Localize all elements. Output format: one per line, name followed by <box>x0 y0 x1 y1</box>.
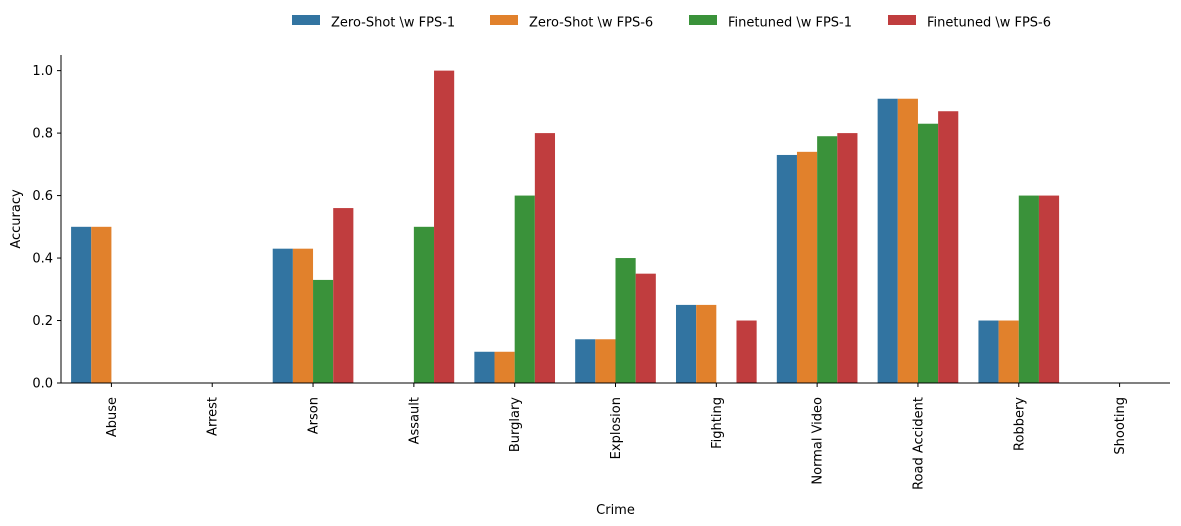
bar <box>91 226 112 383</box>
bars <box>71 70 1060 383</box>
x-tick-label: Shooting <box>1113 397 1128 455</box>
bar <box>696 304 717 383</box>
legend-swatch <box>888 15 916 25</box>
bar <box>817 136 838 383</box>
legend-swatch <box>689 15 717 25</box>
bar <box>575 339 596 383</box>
bar <box>313 279 334 383</box>
bar <box>998 320 1019 383</box>
bar <box>776 154 797 383</box>
x-tick-label: Arrest <box>206 397 221 436</box>
x-tick-label: Road Accident <box>911 397 926 490</box>
legend: Zero-Shot \w FPS-1 Zero-Shot \w FPS-6 Fine… <box>292 15 1051 31</box>
legend-label: Finetuned \w FPS-6 <box>927 16 1051 31</box>
y-ticks: 0.0 0.2 0.4 0.6 0.8 1.0 <box>32 64 61 392</box>
y-tick-label: 0.0 <box>32 377 53 392</box>
y-tick-label: 0.4 <box>32 252 53 267</box>
y-tick-label: 0.2 <box>32 314 53 329</box>
x-axis-title: Crime <box>596 503 635 518</box>
bar <box>494 351 515 383</box>
x-tick-label: Assault <box>407 397 422 444</box>
bar <box>413 226 435 383</box>
bar <box>615 258 636 383</box>
bar <box>434 70 455 383</box>
bar <box>837 133 858 383</box>
y-axis-title: Accuracy <box>9 189 24 249</box>
bar <box>534 133 556 383</box>
legend-label: Finetuned \w FPS-1 <box>728 16 852 31</box>
bar <box>474 351 495 383</box>
bar <box>736 320 757 383</box>
y-tick-label: 0.6 <box>32 189 53 204</box>
y-tick-label: 0.8 <box>32 127 53 142</box>
bar <box>635 273 656 383</box>
legend-label: Zero-Shot \w FPS-6 <box>529 16 653 31</box>
x-tick-label: Normal Video <box>811 397 826 485</box>
x-ticks: Abuse Arrest Arson Assault Burglary Explosion… <box>105 383 1128 490</box>
legend-label: Zero-Shot \w FPS-1 <box>331 16 455 31</box>
x-tick-label: Abuse <box>105 397 120 437</box>
bar <box>333 208 354 383</box>
bar <box>877 98 898 383</box>
bar <box>71 226 92 383</box>
bar <box>1018 195 1039 383</box>
bar <box>938 111 959 383</box>
bar <box>796 151 818 383</box>
bar <box>897 98 918 383</box>
bar <box>292 248 314 383</box>
bar <box>978 320 999 383</box>
x-tick-label: Arson <box>307 397 322 434</box>
y-tick-label: 1.0 <box>32 64 53 79</box>
x-tick-label: Burglary <box>508 397 523 452</box>
bar <box>272 248 293 383</box>
x-tick-label: Fighting <box>710 397 725 449</box>
bar <box>675 304 697 383</box>
bar <box>595 339 616 383</box>
legend-swatch <box>490 15 518 25</box>
bar <box>514 195 535 383</box>
x-tick-label: Robbery <box>1012 397 1027 451</box>
legend-swatch <box>292 15 320 25</box>
x-tick-label: Explosion <box>609 397 624 459</box>
bar <box>917 123 939 383</box>
bar <box>1038 195 1060 383</box>
